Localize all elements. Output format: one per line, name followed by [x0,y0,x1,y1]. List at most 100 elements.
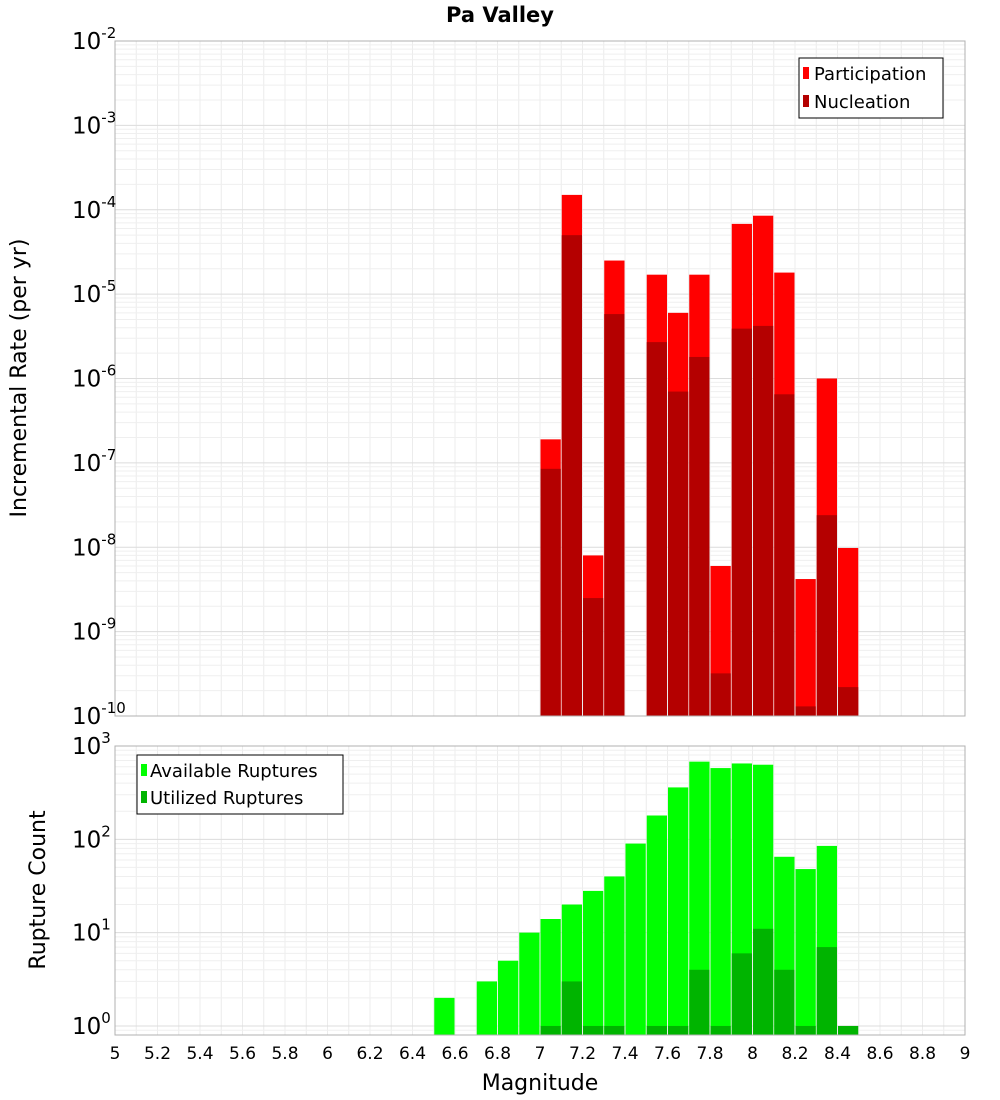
x-tick-label: 5.2 [144,1044,171,1064]
y-tick-exponent: 2 [101,822,111,840]
count-bar-utilized-ruptures [753,928,774,1035]
y-tick-exponent: -5 [101,277,116,295]
available-ruptures-legend-label: Available Ruptures [150,761,318,782]
x-tick-label: 6.2 [356,1044,383,1064]
count-y-tick-label: 100 [72,1009,111,1040]
count-bar-utilized-ruptures [561,981,582,1035]
x-tick-label: 5 [110,1044,121,1064]
x-tick-label: 5.4 [186,1044,213,1064]
y-tick-base: 10 [72,282,101,308]
participation-legend-swatch [803,67,809,79]
x-tick-label: 8.8 [909,1044,936,1064]
y-tick-exponent: -3 [101,108,116,126]
count-plot-frame [114,745,966,1036]
utilized-ruptures-legend-label: Utilized Ruptures [150,788,303,809]
count-y-tick-label: 101 [72,916,111,947]
available-ruptures-legend-swatch [141,764,147,776]
count-bar-utilized-ruptures [838,1025,859,1035]
count-bar-utilized-ruptures [540,1025,561,1035]
count-bar-available-ruptures [795,869,816,1035]
count-bar-utilized-ruptures [604,1025,625,1035]
rate-bar-participation [795,579,816,716]
rate-y-tick-label: 10-6 [72,362,116,393]
rate-bar-nucleation [561,235,582,716]
count-bar-available-ruptures [519,932,540,1035]
count-bar-utilized-ruptures [795,1025,816,1035]
y-tick-exponent: 0 [101,1009,111,1027]
y-tick-base: 10 [72,1014,101,1040]
rate-bar-participation [838,547,859,716]
y-tick-exponent: -9 [101,615,116,633]
count-bar-available-ruptures [710,768,731,1035]
rate-bar-nucleation [774,394,795,716]
rate-bar-nucleation [540,468,561,716]
rate-y-tick-label: 10-2 [72,24,116,55]
x-tick-label: 6.8 [484,1044,511,1064]
x-tick-labels: 5 5.2 5.4 5.6 5.8 6 6.2 6.4 6.6 6.8 7 7.2 7.4 7.6 7.8 8… [110,1044,971,1064]
rate-grid [114,40,966,717]
count-legend-box [136,754,344,815]
count-y-axis-label: Rupture Count [26,810,51,970]
rate-legend: Participation Nucleation [798,57,944,119]
count-bar-utilized-ruptures [816,947,837,1035]
rate-y-tick-label: 10-7 [72,446,116,477]
x-tick-label: 5.6 [229,1044,256,1064]
rate-bar-nucleation [710,673,731,716]
utilized-ruptures-legend-swatch [141,791,147,803]
count-bar-available-ruptures [498,960,519,1035]
rate-bar-nucleation [731,328,752,716]
rate-bar-nucleation [838,687,859,716]
rate-bar-nucleation [583,598,604,716]
x-tick-label: 7.6 [654,1044,681,1064]
y-tick-exponent: -7 [101,446,116,464]
count-bar-available-ruptures [540,919,561,1035]
rate-y-axis-label: Incremental Rate (per yr) [7,239,32,518]
y-tick-base: 10 [72,29,101,55]
rate-bar-nucleation [795,706,816,716]
count-legend: Available Ruptures Utilized Ruptures [136,754,344,815]
rate-bar-nucleation [689,356,710,716]
count-bar-available-ruptures [668,787,689,1035]
count-y-tick-label: 102 [72,822,111,853]
y-tick-base: 10 [72,734,101,760]
count-bar-utilized-ruptures [689,969,710,1035]
count-bar-available-ruptures [646,815,667,1035]
y-tick-base: 10 [72,620,101,646]
rate-bar-nucleation [646,342,667,716]
count-bar-utilized-ruptures [646,1025,667,1035]
x-axis-label: Magnitude [482,1071,599,1096]
x-tick-label: 9 [960,1044,971,1064]
participation-legend-label: Participation [814,64,926,85]
rate-bar-nucleation [753,325,774,716]
count-bars [434,761,859,1035]
nucleation-legend-label: Nucleation [814,92,910,113]
nucleation-legend-swatch [803,95,809,107]
x-tick-label: 8 [747,1044,758,1064]
count-bar-available-ruptures [583,890,604,1035]
y-tick-base: 10 [72,451,101,477]
rate-plot-frame [114,40,966,717]
y-tick-exponent: 1 [101,916,111,934]
x-tick-label: 7.2 [569,1044,596,1064]
y-tick-exponent: 3 [101,729,111,747]
count-bar-utilized-ruptures [774,969,795,1035]
rate-y-tick-label: 10-5 [72,277,116,308]
count-bar-utilized-ruptures [731,953,752,1035]
count-bar-utilized-ruptures [583,1025,604,1035]
rate-y-tick-label: 10-9 [72,615,116,646]
count-bar-available-ruptures [434,997,455,1035]
count-bar-available-ruptures [689,761,710,1035]
y-tick-base: 10 [72,704,101,730]
y-tick-base: 10 [72,921,101,947]
x-tick-label: 5.8 [271,1044,298,1064]
y-tick-exponent: -6 [101,362,116,380]
x-tick-label: 6.4 [399,1044,426,1064]
x-tick-label: 8.2 [781,1044,808,1064]
y-tick-exponent: -10 [101,699,126,717]
y-tick-exponent: -2 [101,24,116,42]
